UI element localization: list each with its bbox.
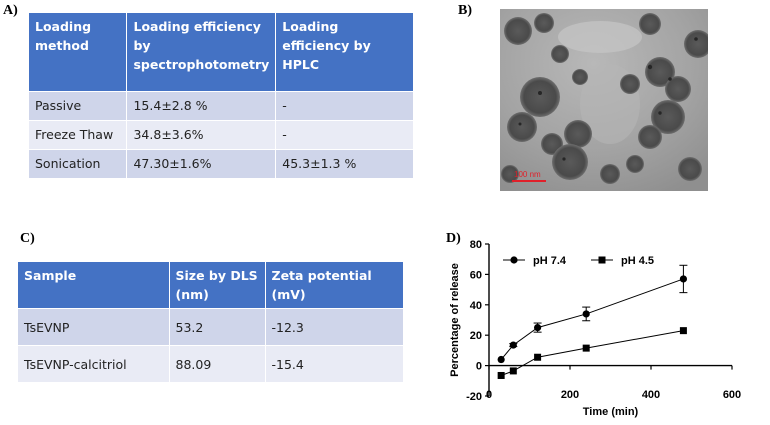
table-row: Sonication 47.30±1.6% 45.3±1.3 % xyxy=(29,148,413,178)
table-row: TsEVNP 53.2 -12.3 xyxy=(18,308,403,346)
chart-axes: -20 0 20 40 60 80 0 200 400 600 xyxy=(466,239,741,403)
scale-bar-label: 100 nm xyxy=(514,170,541,179)
table-cell: Freeze Thaw xyxy=(29,119,128,149)
table-header-cell: Loading efficiency by HPLC xyxy=(275,13,413,91)
table-cell: TsEVNP xyxy=(18,308,170,346)
legend-marker xyxy=(598,256,606,264)
table-row: Passive 15.4±2.8 % - xyxy=(29,90,413,120)
data-point xyxy=(497,355,505,364)
data-point xyxy=(582,344,590,352)
release-chart: -20 0 20 40 60 80 0 200 400 600 pH 7.4 pH 4.5 Time… xyxy=(448,232,764,425)
table-row: Freeze Thaw 34.8±3.6% - xyxy=(29,119,413,149)
panel-label-d: D) xyxy=(446,231,461,246)
data-point xyxy=(679,275,687,283)
y-tick-label: 0 xyxy=(476,361,482,373)
table-cell: - xyxy=(275,90,413,120)
table-cell: 15.4±2.8 % xyxy=(126,90,277,120)
y-tick-label: -20 xyxy=(466,391,482,403)
table-header-cell: Sample xyxy=(18,262,170,309)
x-tick-label: 400 xyxy=(642,389,660,401)
panel-label-c: C) xyxy=(20,231,35,246)
x-tick-label: 600 xyxy=(723,389,741,401)
y-tick-label: 80 xyxy=(470,239,482,251)
table-header-cell: Size by DLS (nm) xyxy=(169,262,266,309)
x-tick-label: 200 xyxy=(561,389,579,401)
table-cell: 88.09 xyxy=(169,345,266,382)
legend-marker xyxy=(510,256,518,264)
legend-label: pH 4.5 xyxy=(621,255,654,267)
data-point xyxy=(534,324,542,332)
table-header-cell: Loading method xyxy=(29,13,128,91)
y-tick-label: 20 xyxy=(470,330,482,342)
table-cell: 45.3±1.3 % xyxy=(275,148,413,178)
table-cell: 47.30±1.6% xyxy=(126,148,277,178)
loading-efficiency-table: Loading method Loading efficiency by spe… xyxy=(29,13,413,178)
release-chart-svg: -20 0 20 40 60 80 0 200 400 600 pH 7.4 pH 4.5 Time… xyxy=(449,239,741,418)
data-point xyxy=(509,367,517,375)
tem-micrograph: 100 nm xyxy=(500,9,708,191)
table-header-row: Sample Size by DLS (nm) Zeta potential (… xyxy=(18,262,403,309)
panel-label-a: A) xyxy=(3,3,18,18)
table-cell: - xyxy=(275,119,413,149)
panel-label-b: B) xyxy=(458,3,472,18)
data-point xyxy=(509,341,517,349)
table-row: TsEVNP-calcitriol 88.09 -15.4 xyxy=(18,345,403,382)
table-cell: Passive xyxy=(29,90,128,120)
table-cell: 34.8±3.6% xyxy=(126,119,277,149)
x-axis-label: Time (min) xyxy=(583,406,639,418)
table-cell: Sonication xyxy=(29,148,128,178)
table-cell: -12.3 xyxy=(265,308,403,346)
table-header-cell: Loading efficiency by spectrophotometry xyxy=(126,13,277,91)
y-tick-label: 60 xyxy=(470,269,482,281)
y-axis-label: Percentage of release xyxy=(449,263,461,377)
data-point xyxy=(679,327,687,335)
y-tick-label: 40 xyxy=(470,300,482,312)
data-point xyxy=(582,310,590,318)
data-point xyxy=(497,371,505,379)
series-line xyxy=(500,330,684,376)
table-cell: 53.2 xyxy=(169,308,266,346)
table-cell: -15.4 xyxy=(265,345,403,382)
table-header-row: Loading method Loading efficiency by spe… xyxy=(29,13,413,91)
x-tick-label: 0 xyxy=(486,389,492,401)
data-point xyxy=(534,353,542,361)
chart-legend: pH 7.4 pH 4.5 xyxy=(503,255,654,267)
table-header-cell: Zeta potential (mV) xyxy=(265,262,403,309)
legend-label: pH 7.4 xyxy=(533,255,567,267)
table-cell: TsEVNP-calcitriol xyxy=(18,345,170,382)
chart-series xyxy=(497,264,688,379)
characterization-table: Sample Size by DLS (nm) Zeta potential (… xyxy=(18,262,403,382)
